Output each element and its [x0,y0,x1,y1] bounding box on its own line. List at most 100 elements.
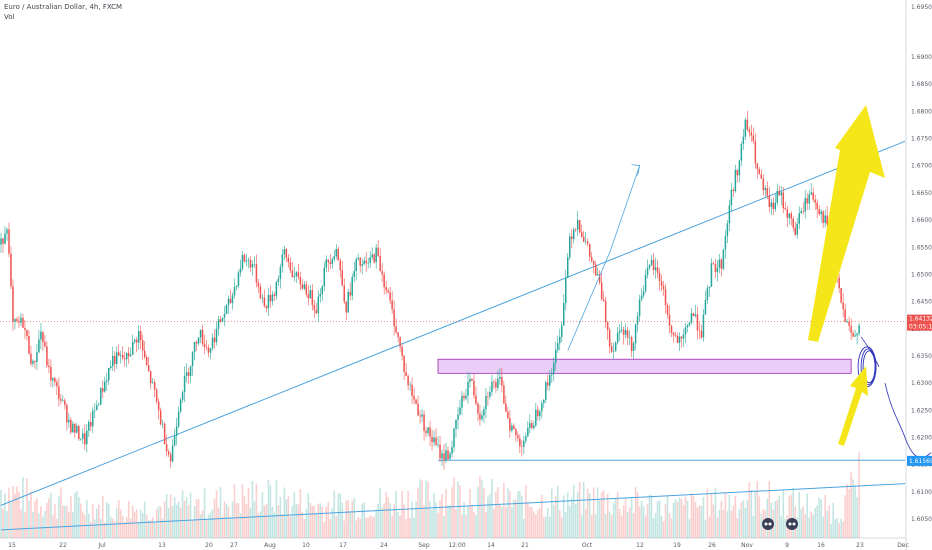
volume-bar [848,489,850,538]
volume-bar [736,518,739,538]
candle-body [185,372,188,376]
candle-body [433,437,435,443]
volume-bar [854,484,856,538]
volume-bar [299,489,302,538]
volume-bar [415,501,417,538]
volume-bar [852,479,854,538]
volume-bar [477,486,479,538]
candle-body [511,425,513,431]
volume-bar [433,492,435,538]
volume-bar [227,506,230,538]
volume-bar [377,503,379,538]
volume-bar [670,518,673,538]
volume-bar [722,510,725,538]
candle-body [535,409,537,426]
time-tick-label: 10 [302,542,310,549]
price-axis: 1.605001.610001.615001.620001.625001.630… [911,4,932,523]
candle-body [778,190,781,196]
candle-body [445,450,447,461]
volume-bar [26,478,28,538]
candle-body [848,321,850,326]
volume-bar [756,480,759,538]
candle-body [68,419,70,423]
candle-body [784,208,787,210]
candle-body [766,188,769,196]
candle-body [259,286,262,299]
candle-body [648,264,651,268]
candle-body [127,352,130,357]
candle-body [4,233,6,244]
candle-body [513,425,515,430]
price-tick-label: 1.67500 [911,136,932,143]
candle-body [744,119,747,137]
volume-bar [628,507,631,538]
candle-body [203,343,206,348]
volume-bar [499,503,501,538]
candle-body [78,426,80,440]
volume-bar [846,484,848,538]
candle-body [618,330,621,333]
candle-body [261,297,264,299]
candle-body [467,381,469,396]
candle-body [517,435,519,439]
price-tick-label: 1.61000 [911,489,932,496]
candle-body [44,342,46,347]
volume-bar [78,497,80,538]
candle-body [341,270,344,286]
candle-body [537,409,539,417]
candle-body [664,289,667,306]
volume-bar [233,484,236,538]
time-tick-label: Dec [897,542,909,549]
candle-body [207,347,210,353]
candle-body [600,282,603,300]
time-tick-label: 12:00 [448,542,465,549]
support-price-tag [907,455,932,466]
candle-body [441,453,443,459]
volume-bar [740,502,743,538]
candle-body [215,328,218,343]
volume-bar [732,505,735,538]
volume-bar [473,512,475,538]
volume-bar [271,506,274,538]
candle-body [393,309,395,327]
candle-body [491,381,493,392]
volume-bar [60,487,62,538]
volume-bar [355,520,358,538]
volume-bar [371,516,373,538]
volume-bar [323,521,326,538]
volume-bar [744,508,747,538]
volume-bar [347,500,350,538]
candle-body [287,257,290,263]
volume-bar [808,517,811,538]
volume-bar [596,487,599,538]
volume-bar [151,517,154,538]
candle-body [351,276,353,296]
candle-body [16,319,18,322]
candle-body [225,305,228,314]
volume-bar [16,486,18,538]
candle-body [562,303,565,326]
candle-body [179,400,182,412]
volume-bar [666,495,669,538]
volume-bar [255,483,258,538]
volume-bar [816,505,818,538]
time-tick-label: 26 [708,542,716,549]
volume-bar [261,492,264,538]
candle-body [253,264,256,265]
volume-bar [68,512,70,538]
volume-bar [297,504,300,538]
volume-bar [315,513,318,538]
time-tick-label: 15 [8,542,16,549]
volume-bar [491,478,493,538]
candle-body [319,294,322,297]
candle-body [485,396,487,410]
volume-bar [91,504,94,538]
candle-body [698,330,701,332]
volume-bar [704,520,707,538]
candle-body [612,351,615,353]
candle-body [229,298,232,304]
candle-body [509,418,511,431]
candle-body [395,326,397,333]
